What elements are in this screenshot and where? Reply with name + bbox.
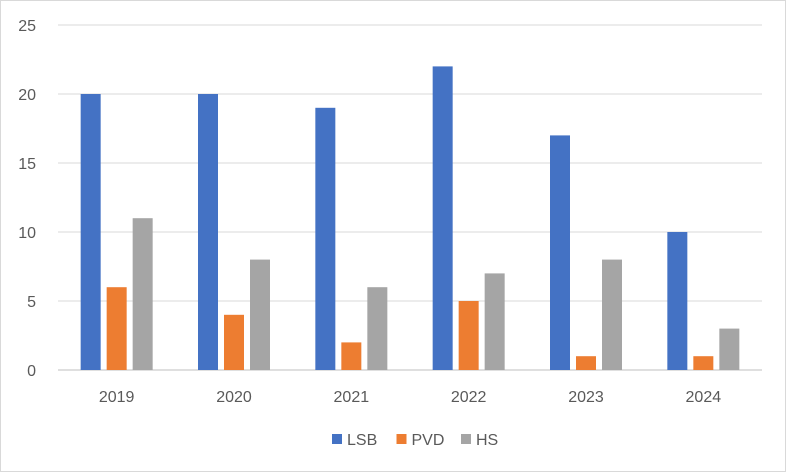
legend-label-lsb: LSB — [347, 432, 377, 449]
bar-hs-2020 — [250, 259, 270, 370]
bar-pvd-2021 — [341, 342, 362, 370]
x-tick-label: 2022 — [451, 389, 487, 406]
y-tick-label: 25 — [18, 18, 36, 35]
bar-pvd-2023 — [576, 356, 596, 370]
bar-hs-2022 — [484, 273, 505, 370]
x-tick-label: 2021 — [334, 389, 370, 406]
bar-pvd-2019 — [106, 287, 127, 370]
bar-lsb-2023 — [550, 135, 570, 370]
y-tick-label: 5 — [27, 294, 36, 311]
x-tick-label: 2023 — [568, 389, 604, 406]
y-axis: 0 5 10 15 20 25 — [18, 18, 36, 380]
bar-pvd-2024 — [693, 356, 714, 370]
bar-hs-2023 — [602, 259, 622, 370]
gridlines — [58, 24, 762, 371]
bar-lsb-2021 — [315, 107, 336, 371]
x-tick-label: 2024 — [686, 389, 722, 406]
bar-pvd-2020 — [224, 314, 244, 370]
bar-pvd-2022 — [458, 301, 479, 370]
y-tick-label: 20 — [18, 87, 36, 104]
y-tick-label: 0 — [27, 363, 36, 380]
y-tick-label: 15 — [18, 156, 36, 173]
legend-swatch-lsb — [332, 434, 342, 444]
bar-lsb-2019 — [80, 94, 101, 370]
bar-hs-2021 — [367, 287, 388, 370]
y-tick-label: 10 — [18, 225, 36, 242]
bar-hs-2019 — [132, 218, 153, 370]
bar-lsb-2022 — [432, 66, 453, 371]
bar-lsb-2024 — [667, 232, 688, 370]
legend-label-pvd: PVD — [412, 432, 445, 449]
bars — [80, 66, 740, 371]
legend: LSB PVD HS — [332, 432, 498, 449]
legend-swatch-pvd — [396, 434, 407, 444]
x-tick-label: 2019 — [99, 389, 135, 406]
bar-hs-2024 — [719, 328, 740, 370]
x-tick-label: 2020 — [216, 389, 252, 406]
legend-label-hs: HS — [476, 432, 498, 449]
legend-swatch-hs — [461, 434, 471, 444]
bar-lsb-2020 — [198, 94, 218, 370]
x-axis: 2019 2020 2021 2022 2023 2024 — [99, 389, 721, 406]
